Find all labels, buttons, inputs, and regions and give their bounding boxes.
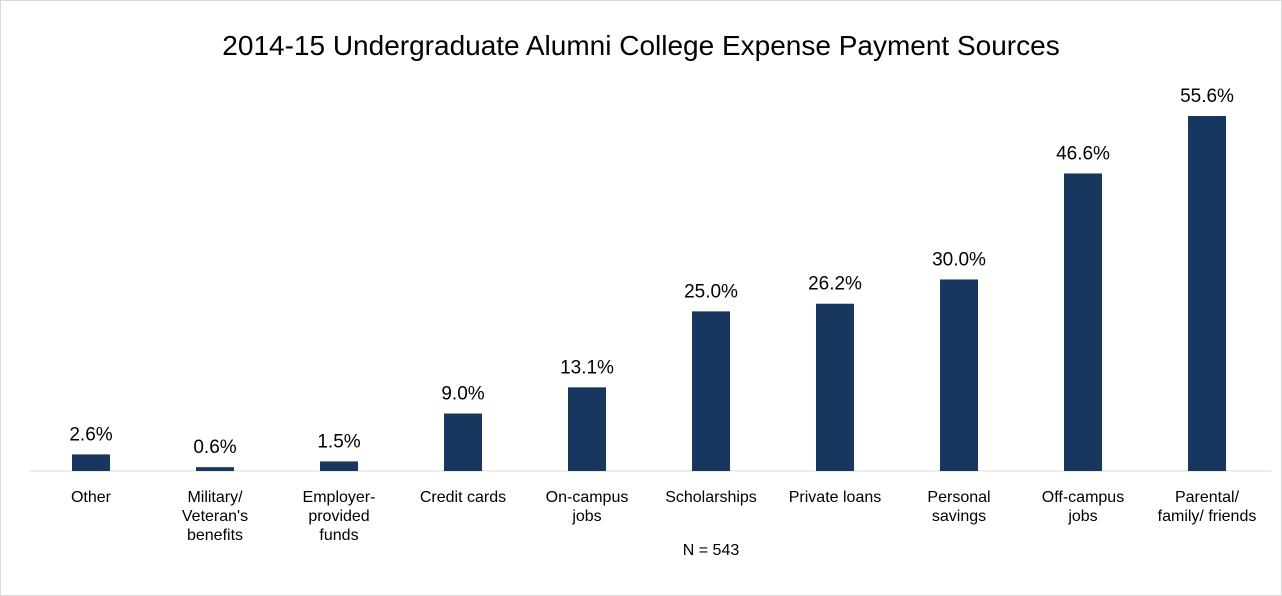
x-tick-label: Employer-provided funds: [302, 489, 376, 544]
bar: [568, 387, 606, 471]
bar: [1064, 173, 1102, 471]
data-label: 30.0%: [932, 249, 986, 270]
data-label: 55.6%: [1180, 86, 1234, 107]
chart-title: 2014-15 Undergraduate Alumni College Exp…: [222, 30, 1060, 61]
data-label: 46.6%: [1056, 143, 1110, 164]
x-tick-label: On-campus jobs: [545, 489, 629, 525]
data-label: 26.2%: [808, 274, 862, 295]
x-tick-label: Parental/ family/ friends: [1157, 489, 1257, 525]
data-label: 9.0%: [441, 384, 484, 405]
bar: [1188, 116, 1226, 471]
x-tick-label: Credit cards: [419, 489, 507, 506]
x-tick-label: Off-campus jobs: [1041, 489, 1125, 525]
x-tick-label: Private loans: [788, 489, 882, 506]
bar: [692, 311, 730, 471]
bar: [320, 461, 358, 471]
data-label: 1.5%: [317, 431, 360, 452]
x-tick-label: Scholarships: [665, 489, 757, 506]
bar: [196, 467, 234, 471]
bar: [444, 413, 482, 471]
bar: [816, 303, 854, 471]
x-tick-label: Military/ Veteran's benefits: [181, 489, 249, 544]
x-tick-label: Other: [70, 489, 111, 506]
bar: [72, 454, 110, 471]
x-tick-label: Personal savings: [927, 489, 991, 525]
data-label: 0.6%: [193, 437, 236, 458]
data-label: 2.6%: [69, 424, 112, 445]
data-label: 25.0%: [684, 281, 738, 302]
bar: [940, 279, 978, 471]
note: N = 543: [682, 542, 740, 559]
data-label: 13.1%: [560, 357, 614, 378]
